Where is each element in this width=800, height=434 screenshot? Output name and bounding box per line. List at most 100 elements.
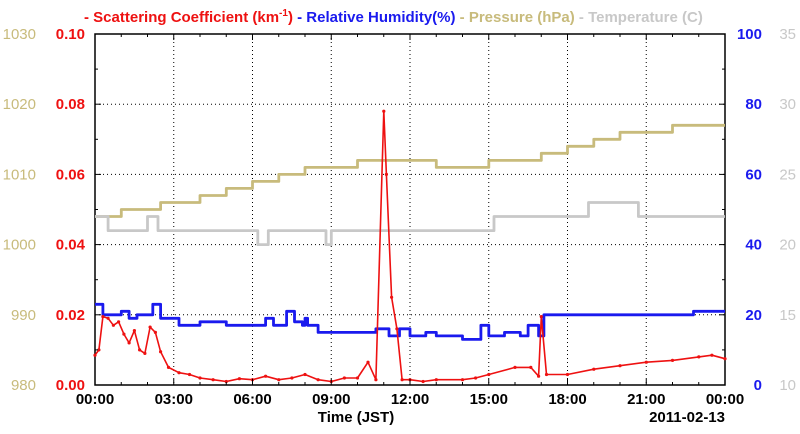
- legend-marker-relative-humidity: -: [293, 9, 306, 26]
- temperature-tick-label: 30: [779, 96, 796, 113]
- scattering-point: [237, 377, 241, 381]
- legend-marker-temperature-c: -: [575, 9, 588, 26]
- x-axis-label: Time (JST): [318, 409, 394, 426]
- scattering-point: [539, 315, 543, 319]
- scattering-tick-label: 0.04: [56, 237, 86, 254]
- scattering-tick-label: 0.06: [56, 166, 85, 183]
- scattering-point: [460, 378, 465, 382]
- scattering-point: [224, 379, 228, 384]
- scattering-point: [166, 365, 171, 369]
- scattering-point: [303, 372, 307, 377]
- scattering-point: [342, 376, 346, 380]
- x-tick-label: 00:00: [76, 391, 114, 408]
- pressure-tick-label: 980: [11, 377, 36, 394]
- scattering-point: [565, 372, 570, 377]
- scattering-point: [138, 348, 142, 352]
- x-tick-label: 12:00: [391, 391, 429, 408]
- legend-scattering-coefficient-km: Scattering Coefficient (km: [93, 9, 279, 26]
- x-tick-label: 21:00: [627, 391, 665, 408]
- scattering-point: [106, 316, 110, 320]
- scattering-point: [366, 360, 370, 364]
- scattering-tick-label: 0.10: [56, 26, 85, 43]
- scattering-point: [697, 355, 701, 359]
- temperature-tick-label: 35: [779, 26, 796, 43]
- scattering-tick-label: 0.02: [56, 307, 85, 324]
- scattering-point: [390, 295, 394, 299]
- scattering-point: [592, 367, 596, 371]
- scattering-point: [400, 378, 404, 382]
- x-tick-label: 18:00: [548, 391, 586, 408]
- temperature-tick-label: 10: [779, 377, 796, 394]
- scattering-point: [537, 374, 541, 378]
- scattering-point: [395, 327, 399, 331]
- pressure-tick-label: 1030: [3, 26, 36, 43]
- x-tick-label: 00:00: [706, 391, 744, 408]
- legend-superscript: -1: [279, 8, 288, 19]
- legend-marker-pressure-hpa: -: [456, 9, 469, 26]
- legend-relative-humidity: Relative Humidity(%): [306, 9, 455, 26]
- ticks-layer: 00:00 03:00 06:00 09:00 12:00 15:00 18:00 21:00…: [3, 26, 796, 408]
- scattering-tick-label: 0.00: [56, 377, 85, 394]
- scattering-point: [316, 378, 320, 382]
- temperature-line: [95, 201, 725, 246]
- pressure-tick-label: 1020: [3, 96, 36, 113]
- scattering-point: [127, 341, 131, 345]
- scattering-point: [159, 350, 163, 354]
- scattering-point: [374, 378, 378, 382]
- date-label: 2011-02-13: [649, 409, 725, 426]
- scattering-point: [148, 325, 152, 329]
- scattering-point: [474, 376, 478, 380]
- scattering-point: [93, 353, 97, 357]
- scattering-point: [187, 372, 192, 377]
- x-tick-label: 06:00: [233, 391, 271, 408]
- legend-text: - Scattering Coefficient (km-1) - Relati…: [84, 8, 703, 26]
- scattering-point: [355, 376, 360, 380]
- humidity-tick-label: 100: [737, 26, 762, 43]
- scattering-point: [513, 365, 517, 369]
- humidity-tick-label: 0: [754, 377, 762, 394]
- humidity-tick-label: 60: [745, 166, 762, 183]
- series-layer: [93, 109, 727, 384]
- legend-marker-scattering-coefficient-km: -: [84, 9, 93, 26]
- pressure-line: [95, 123, 725, 218]
- humidity-tick-label: 40: [745, 237, 762, 254]
- legend-pressure-hpa: Pressure (hPa): [469, 9, 575, 26]
- scattering-point: [211, 378, 215, 382]
- legend-tail: ): [288, 9, 293, 26]
- pressure-tick-label: 990: [11, 307, 36, 324]
- scattering-point: [143, 351, 147, 355]
- x-tick-label: 09:00: [312, 391, 350, 408]
- scattering-point: [97, 348, 101, 352]
- scattering-point: [487, 372, 491, 377]
- scattering-point: [723, 357, 727, 361]
- scattering-point: [277, 378, 281, 382]
- scattering-point: [434, 378, 438, 382]
- humidity-tick-label: 20: [745, 307, 762, 324]
- scattering-point: [290, 376, 294, 380]
- humidity-line: [95, 302, 725, 341]
- scattering-point: [421, 379, 425, 384]
- scattering-point: [384, 172, 388, 176]
- pressure-tick-label: 1000: [3, 237, 36, 254]
- scattering-point: [177, 371, 181, 375]
- scattering-point: [618, 364, 622, 368]
- temperature-tick-label: 20: [779, 237, 796, 254]
- humidity-tick-label: 80: [745, 96, 762, 113]
- scattering-point: [382, 109, 386, 113]
- scattering-point: [670, 358, 675, 362]
- legend: - Scattering Coefficient (km-1) - Relati…: [84, 8, 703, 26]
- scattering-point: [117, 320, 121, 324]
- pressure-tick-label: 1010: [3, 166, 36, 183]
- scattering-point: [132, 329, 136, 333]
- scattering-point: [264, 374, 268, 378]
- scattering-point: [111, 323, 115, 327]
- x-tick-label: 15:00: [470, 391, 508, 408]
- temperature-tick-label: 25: [779, 166, 796, 183]
- scattering-point: [101, 315, 105, 319]
- scattering-point: [644, 360, 648, 364]
- scattering-point: [529, 365, 533, 369]
- scattering-point: [198, 376, 202, 380]
- x-tick-label: 03:00: [155, 391, 193, 408]
- temperature-tick-label: 15: [779, 307, 796, 324]
